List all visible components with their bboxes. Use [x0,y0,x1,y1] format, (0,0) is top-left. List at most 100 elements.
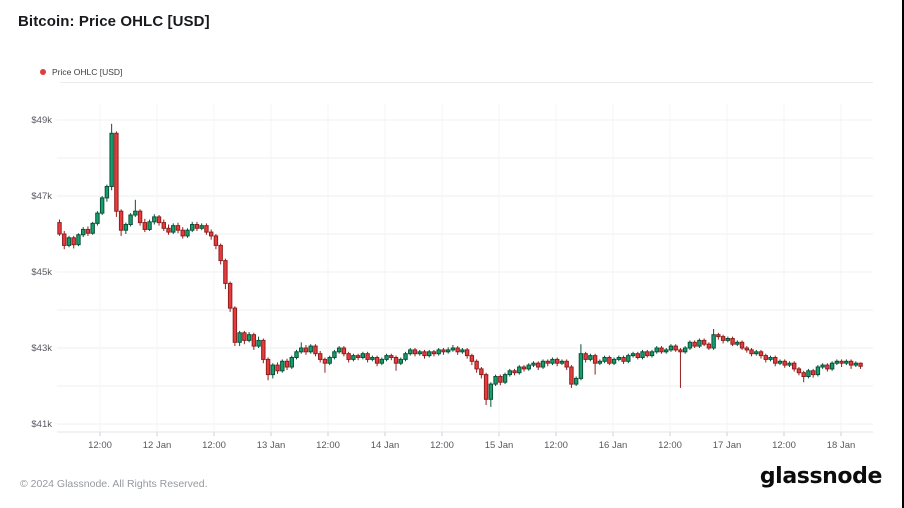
candle-body[interactable] [573,377,579,385]
candle-body[interactable] [118,210,124,231]
candle-body[interactable] [720,336,726,341]
candle-body[interactable] [336,347,342,353]
candle-body[interactable] [208,231,214,237]
candle-body[interactable] [280,360,285,372]
candle-body[interactable] [85,228,91,234]
candle-body[interactable] [820,364,825,368]
candle-body[interactable] [199,225,204,229]
candle-body[interactable] [673,345,678,351]
candle-body[interactable] [284,360,290,368]
candle-body[interactable] [469,355,475,362]
candle-body[interactable] [597,360,603,364]
candle-body[interactable] [246,334,252,341]
candle-body[interactable] [223,260,228,284]
candle-body[interactable] [460,349,465,353]
candle-body[interactable] [62,233,67,246]
candle-body[interactable] [441,349,446,353]
candle-body[interactable] [408,349,413,355]
candle-body[interactable] [815,366,821,376]
candle-body[interactable] [502,374,508,383]
candle-body[interactable] [848,360,854,366]
candle-body[interactable] [801,372,806,378]
candle-body[interactable] [137,210,143,224]
candle-body[interactable] [668,345,674,351]
candle-body[interactable] [265,358,271,376]
candle-body[interactable] [251,334,257,347]
candle-body[interactable] [507,370,513,376]
candle-body[interactable] [303,347,309,353]
candle-body[interactable] [393,357,399,364]
candle-body[interactable] [829,362,835,370]
candle-body[interactable] [270,364,276,376]
candle-body[interactable] [730,338,735,345]
candle-body[interactable] [839,360,844,364]
candle-body[interactable] [701,339,707,345]
candle-body[interactable] [180,229,185,237]
candle-body[interactable] [355,355,361,359]
candle-body[interactable] [294,351,299,358]
candle-body[interactable] [90,222,95,234]
candle-body[interactable] [76,234,81,246]
candle-body[interactable] [735,341,740,345]
candle-body[interactable] [616,357,622,360]
candle-body[interactable] [479,368,484,376]
candle-body[interactable] [299,347,304,353]
candle-body[interactable] [427,351,432,357]
candle-body[interactable] [739,341,745,349]
candle-body[interactable] [95,212,100,224]
candle-body[interactable] [555,358,560,364]
candle-body[interactable] [592,355,598,364]
candle-body[interactable] [834,360,840,364]
legend-item-price-ohlc[interactable]: Price OHLC [USD] [40,67,122,77]
candle-body[interactable] [360,353,366,359]
candle-body[interactable] [578,353,584,379]
candle-body[interactable] [858,362,863,367]
candle-body[interactable] [185,229,190,237]
candle-body[interactable] [521,366,527,370]
candle-body[interactable] [374,357,380,364]
candle-body[interactable] [417,351,422,355]
candle-body[interactable] [66,237,72,246]
candle-body[interactable] [370,357,375,360]
candle-body[interactable] [559,360,565,364]
candle-body[interactable] [706,343,712,349]
candle-body[interactable] [787,362,792,366]
candle-body[interactable] [455,347,460,353]
candle-body[interactable] [57,222,62,235]
candle-body[interactable] [403,353,408,360]
candle-body[interactable] [540,360,546,368]
candle-body[interactable] [346,353,351,360]
candle-body[interactable] [256,339,261,347]
candle-body[interactable] [687,341,693,349]
candle-body[interactable] [682,347,688,353]
candle-body[interactable] [545,360,550,364]
candle-body[interactable] [640,351,645,358]
candle-body[interactable] [493,376,498,385]
candle-body[interactable] [550,358,555,364]
candle-body[interactable] [782,360,787,366]
candle-body[interactable] [621,357,626,362]
candle-body[interactable] [175,225,181,231]
candle-body[interactable] [777,360,783,364]
candle-body[interactable] [711,334,716,349]
candle-body[interactable] [512,370,517,374]
candle-body[interactable] [488,383,494,400]
candle-body[interactable] [464,349,470,357]
candle-body[interactable] [412,349,418,355]
candle-body[interactable] [645,351,650,357]
candle-body[interactable] [322,358,328,364]
candle-body[interactable] [749,349,754,355]
candle-body[interactable] [147,221,152,230]
candle-body[interactable] [445,349,451,353]
candle-body[interactable] [242,332,247,341]
candle-body[interactable] [806,370,811,377]
candle-body[interactable] [71,237,76,246]
candle-body[interactable] [261,339,266,360]
candle-body[interactable] [531,362,536,366]
candle-body[interactable] [128,214,133,225]
candle-body[interactable] [431,351,437,355]
candle-body[interactable] [564,360,569,368]
candle-body[interactable] [166,227,171,233]
candle-body[interactable] [773,357,778,364]
